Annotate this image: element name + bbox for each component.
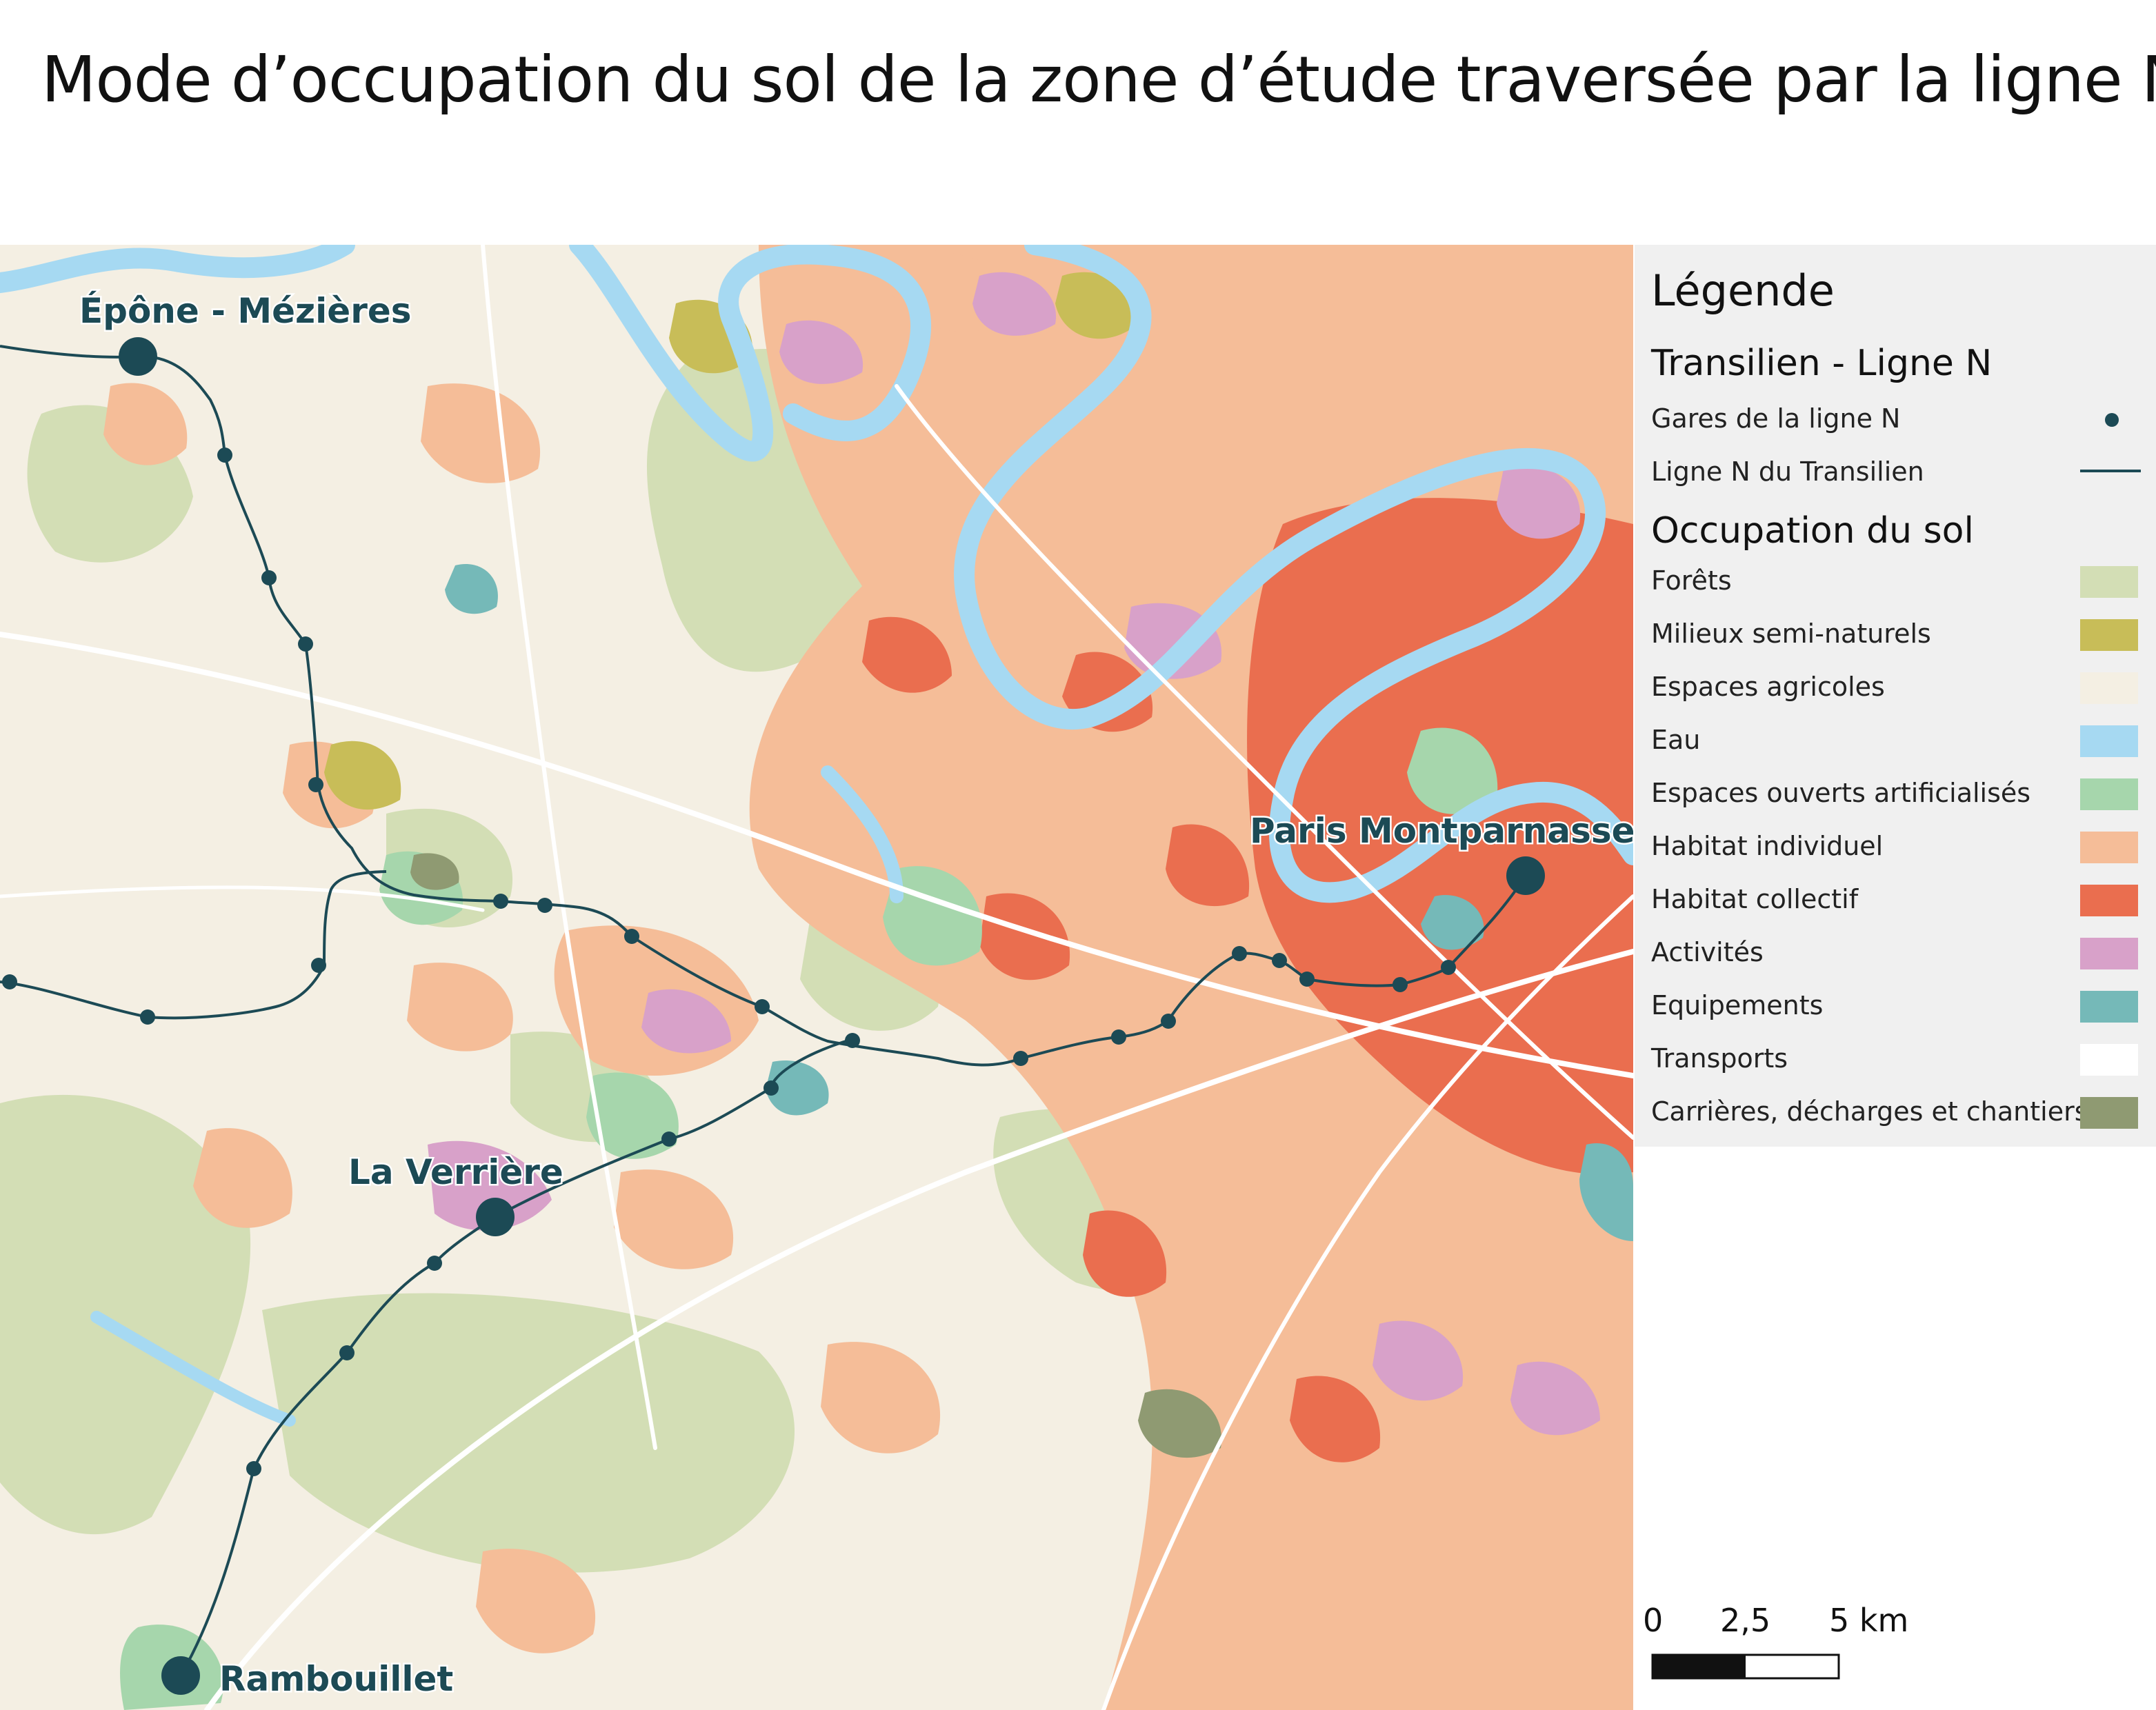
scale-tick-0: 0 (1643, 1602, 1664, 1639)
activity-areas (428, 272, 1600, 1436)
scale-bar: 0 2,5 5 km (1635, 1147, 2156, 1710)
line-symbol-icon (2080, 470, 2141, 472)
legend-label-habitat-collectif: Habitat collectif (1651, 884, 1859, 914)
legend-swatch-semi-naturels (2080, 619, 2138, 651)
station-rambouillet[interactable] (161, 1656, 200, 1695)
legend-label-habitat-individuel: Habitat individuel (1651, 831, 1884, 861)
open-artificial-areas (120, 727, 1498, 1710)
legend-label-forets: Forêts (1651, 565, 1732, 596)
legend-swatch-transports (2080, 1044, 2138, 1076)
minor-stations (2, 447, 1456, 1476)
transport-network (0, 245, 1633, 1710)
legend-label-equipements: Equipements (1651, 990, 1824, 1020)
label-paris-montparnasse: Paris Montparnasse (1250, 811, 1633, 851)
legend-label-stations: Gares de la ligne N (1651, 403, 1901, 434)
legend-label-semi-naturels: Milieux semi-naturels (1651, 618, 1931, 649)
legend-label-agricoles: Espaces agricoles (1651, 672, 1885, 702)
major-stations (119, 337, 1545, 1695)
legend-label-eau: Eau (1651, 725, 1701, 755)
legend-swatch-carrieres (2080, 1097, 2138, 1129)
station-dot-icon (2105, 413, 2119, 427)
label-la-verriere: La Verrière (348, 1152, 563, 1192)
label-epone-mezieres: Épône - Mézières (79, 290, 412, 331)
label-rambouillet: Rambouillet (219, 1659, 453, 1699)
legend-swatch-habitat-collectif (2080, 885, 2138, 916)
map-canvas[interactable]: Épône - Mézières La Verrière Paris Montp… (0, 245, 1633, 1710)
legend-swatch-agricoles (2080, 672, 2138, 704)
station-labels: Épône - Mézières La Verrière Paris Montp… (78, 289, 1634, 1701)
station-epone-mezieres[interactable] (119, 337, 157, 376)
legend-swatch-habitat-individuel (2080, 832, 2138, 863)
scale-bar-graphic (1651, 1653, 1840, 1680)
station-la-verriere[interactable] (476, 1198, 515, 1236)
legend-swatch-ouverts (2080, 778, 2138, 810)
legend-swatch-forets (2080, 566, 2138, 598)
seine-river (0, 245, 1633, 1427)
legend-swatch-eau (2080, 725, 2138, 757)
scale-tick-2-5: 2,5 (1720, 1602, 1771, 1639)
map-legend: Légende Transilien - Ligne N Gares de la… (1635, 245, 2156, 1147)
legend-label-transports: Transports (1651, 1043, 1788, 1074)
station-paris-montparnasse[interactable] (1506, 856, 1545, 895)
legend-label-carrieres: Carrières, décharges et chantiers (1651, 1096, 2088, 1127)
map-title: Mode d’occupation du sol de la zone d’ét… (41, 43, 2156, 117)
land-use-map: Épône - Mézières La Verrière Paris Montp… (0, 245, 1633, 1710)
legend-section-line: Transilien - Ligne N (1651, 343, 1993, 384)
scale-tick-5: 5 km (1829, 1602, 1909, 1639)
legend-section-landuse: Occupation du sol (1651, 510, 1974, 552)
legend-swatch-equipements (2080, 991, 2138, 1023)
legend-label-activites: Activités (1651, 937, 1764, 967)
legend-label-ouverts: Espaces ouverts artificialisés (1651, 778, 2031, 808)
legend-swatch-activites (2080, 938, 2138, 969)
legend-title: Légende (1651, 265, 1835, 316)
legend-label-line: Ligne N du Transilien (1651, 456, 1924, 487)
